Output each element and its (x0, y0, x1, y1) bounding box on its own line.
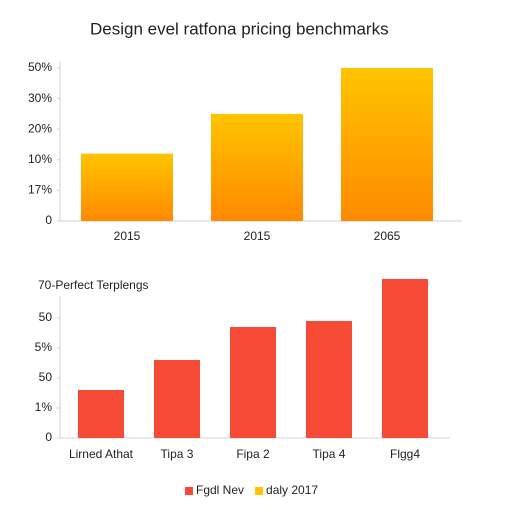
bar (382, 279, 428, 438)
y-tick-label: 10% (28, 152, 52, 166)
y-tick-label: 50 (39, 370, 53, 384)
bar (341, 68, 433, 221)
x-tick-label: Fipa 2 (236, 447, 270, 461)
chart-title: Design evel ratfona pricing benchmarks (90, 19, 389, 38)
chart-title: 70-Perfect Terplengs (38, 278, 149, 292)
x-tick-label: Tipa 3 (161, 447, 194, 461)
bar (154, 360, 200, 438)
bar (230, 327, 276, 438)
y-tick-label: 50 (39, 310, 53, 324)
bar (211, 113, 303, 221)
x-tick-label: Flgg4 (390, 447, 420, 461)
x-tick-label: 2015 (244, 229, 271, 243)
legend-swatch (255, 487, 264, 495)
y-tick-label: 50% (28, 60, 52, 74)
y-tick-label: 0 (45, 430, 52, 444)
y-tick-label: 1% (35, 400, 53, 414)
y-tick-label: 5% (35, 340, 53, 354)
legend-label: Fgdl Nev (196, 483, 244, 497)
x-tick-label: Tipa 4 (313, 447, 346, 461)
y-tick-label: 0 (45, 213, 52, 227)
y-tick-label: 17% (28, 183, 52, 197)
bar (78, 390, 124, 438)
bar (81, 153, 173, 221)
x-tick-label: Lirned Athat (69, 447, 134, 461)
legend-swatch (185, 487, 193, 495)
y-tick-label: 20% (28, 121, 52, 135)
bar (306, 321, 352, 438)
x-tick-label: 2015 (114, 229, 141, 243)
x-tick-label: 2065 (374, 229, 401, 243)
y-tick-label: 30% (28, 91, 52, 105)
legend-label: daly 2017 (266, 483, 318, 497)
